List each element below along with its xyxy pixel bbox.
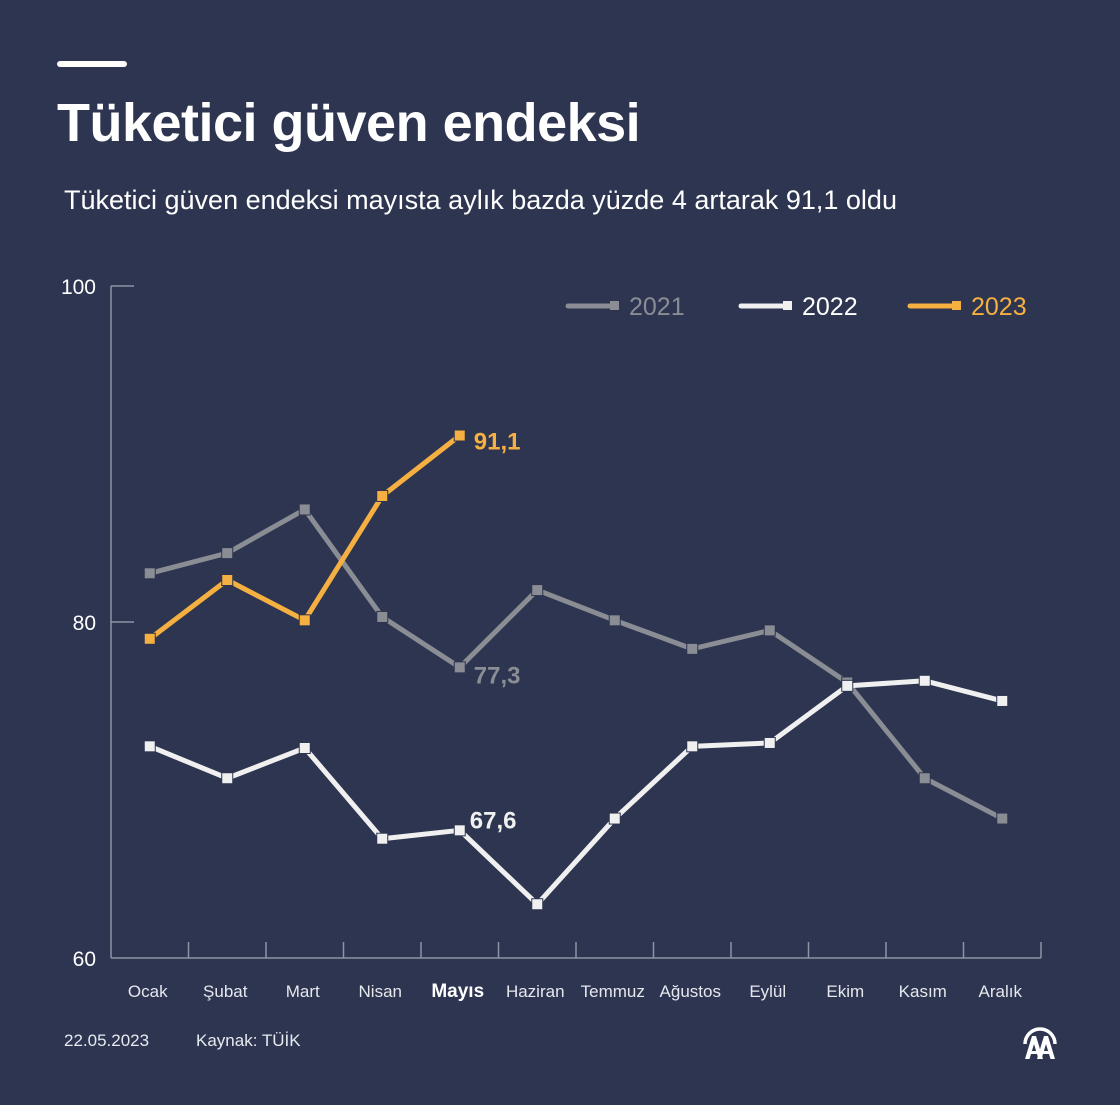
- title-accent-rule: [57, 61, 127, 67]
- series-2021: [143, 503, 1009, 825]
- chart-subtitle: Tüketici güven endeksi mayısta aylık baz…: [64, 185, 897, 215]
- data-point-marker: [996, 694, 1009, 707]
- chart-axes: 60 80 100 Ocak Şubat Mart Nisan Mayıs Haziran Tem…: [61, 276, 1042, 1002]
- x-tick-label: Aralık: [979, 982, 1023, 1001]
- data-point-marker: [298, 503, 311, 516]
- data-point-marker: [531, 898, 544, 911]
- data-point-marker: [686, 740, 699, 753]
- data-point-marker: [298, 742, 311, 754]
- data-point-marker: [453, 824, 466, 837]
- chart-title: Tüketici güven endeksi: [57, 93, 641, 153]
- chart-annotations: 91,1 77,3 67,6: [470, 429, 521, 835]
- data-point-marker: [918, 674, 931, 687]
- x-tick-label: Nisan: [359, 982, 402, 1001]
- data-point-marker: [376, 832, 389, 845]
- data-point-marker: [143, 632, 156, 645]
- legend-item-2022: 2022: [738, 293, 858, 321]
- data-point-marker: [143, 740, 156, 753]
- x-tick-label: Kasım: [899, 982, 947, 1001]
- legend-label: 2022: [802, 293, 858, 321]
- data-point-marker: [298, 614, 311, 627]
- data-point-marker: [531, 584, 544, 597]
- series-2022: [143, 674, 1009, 911]
- data-point-marker: [453, 429, 466, 442]
- value-label-2022: 67,6: [470, 807, 517, 834]
- data-point-marker: [221, 772, 234, 785]
- data-point-marker: [221, 547, 234, 560]
- data-point-marker: [763, 624, 776, 637]
- legend-item-2023: 2023: [907, 293, 1027, 321]
- data-source: Kaynak: TÜİK: [196, 1031, 301, 1050]
- series-2023: [143, 429, 466, 645]
- publish-date: 22.05.2023: [64, 1031, 150, 1050]
- data-point-marker: [763, 736, 776, 749]
- data-point-marker: [376, 610, 389, 623]
- x-tick-label: Haziran: [506, 982, 565, 1001]
- data-point-marker: [686, 642, 699, 655]
- y-tick-label: 60: [73, 948, 96, 971]
- value-label-2023: 91,1: [474, 429, 521, 456]
- x-tick-label: Temmuz: [581, 982, 645, 1001]
- value-label-2021: 77,3: [474, 662, 521, 689]
- x-tick-label: Ocak: [128, 982, 168, 1001]
- data-point-marker: [918, 772, 931, 785]
- legend-item-2021: 2021: [565, 293, 685, 321]
- y-tick-label: 80: [73, 612, 96, 635]
- x-tick-label: Eylül: [749, 982, 786, 1001]
- data-point-marker: [996, 812, 1009, 825]
- x-tick-label: Mart: [286, 982, 320, 1001]
- legend-label: 2021: [629, 293, 685, 321]
- aa-logo-icon: [1023, 1027, 1057, 1059]
- y-tick-label: 100: [61, 276, 96, 299]
- x-tick-label: Mayıs: [431, 981, 484, 1002]
- legend-label: 2023: [971, 293, 1027, 321]
- x-tick-label: Ağustos: [660, 982, 721, 1001]
- data-point-marker: [608, 614, 621, 627]
- data-point-marker: [453, 661, 466, 674]
- x-tick-label: Ekim: [826, 982, 864, 1001]
- data-point-marker: [221, 574, 234, 586]
- data-point-marker: [608, 812, 621, 825]
- chart-legend: 2021 2022 2023: [565, 293, 1027, 321]
- chart-series: [143, 429, 1009, 911]
- data-point-marker: [841, 679, 854, 692]
- data-point-marker: [143, 567, 156, 580]
- data-point-marker: [376, 490, 389, 502]
- x-tick-label: Şubat: [203, 982, 248, 1001]
